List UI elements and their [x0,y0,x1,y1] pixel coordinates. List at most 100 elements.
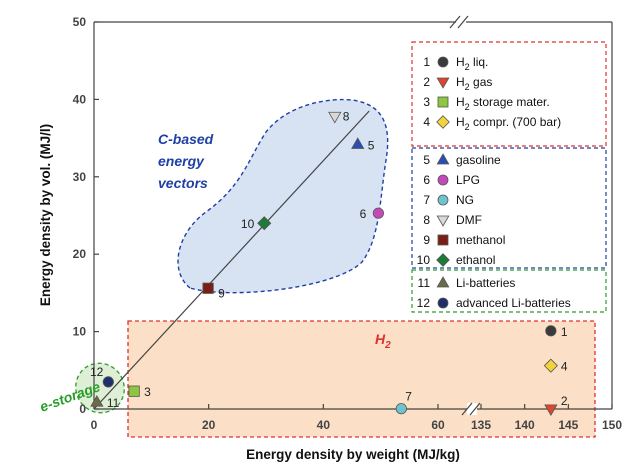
legend-entry-2: 2 H2 gas [423,75,492,92]
marker-3 [128,385,140,397]
trend-line [93,110,370,410]
legend-entry-11: 11 Li-batteries [418,276,516,290]
legend-number: 4 [423,115,430,129]
axis-break-bottom-gap [467,403,477,415]
legend-entry-8: 8 DMF [423,213,482,227]
legend-marker-11 [436,276,450,288]
legend-marker-9 [437,234,449,246]
data-point-6: 6 [360,207,384,221]
point-number-label: 2 [561,394,568,408]
legend-entry-10: 10 ethanol [417,253,496,267]
point-number-label: 8 [343,109,350,123]
y-axis-title: Energy density by vol. (MJ/l) [38,124,53,306]
legend-label: methanol [456,233,505,247]
axis-break-bottom-mark [461,402,473,416]
legend-marker-3 [437,96,449,108]
legend-marker-7 [437,194,449,206]
data-point-8: 8 [328,109,350,124]
legend-entry-9: 9 methanol [423,233,505,247]
legend-marker-8 [436,215,450,227]
point-number-label: 5 [368,138,375,152]
data-point-10: 10 [241,216,272,231]
legend-entry-12: 12 advanced Li-batteries [417,296,571,310]
legend-number: 10 [417,253,431,267]
axis-break-top-mark [457,15,469,29]
legend-number: 5 [423,153,430,167]
legend-label: DMF [456,213,482,227]
legend-label: H2 gas [456,75,492,92]
legend-entry-6: 6 LPG [423,173,480,187]
h2-region [127,320,596,438]
legend-label: gasoline [456,153,501,167]
x-tick-label: 20 [202,418,216,432]
x-tick-label: 145 [558,418,578,432]
legend-number: 1 [423,55,430,69]
point-number-label: 9 [218,286,225,300]
legend-label: ethanol [456,253,495,267]
legend-entry-4: 4 H2 compr. (700 bar) [423,115,561,132]
legend-entry-1: 1 H2 liq. [423,55,488,72]
legend-entry-5: 5 gasoline [423,153,501,167]
y-tick-label: 30 [73,170,87,184]
x-tick-label: 150 [602,418,622,432]
point-number-label: 11 [107,396,120,410]
y-tick-label: 50 [73,15,87,29]
data-point-12: 12 [90,365,114,388]
c-based-label-line1: C-based [158,131,214,147]
axis-break-top-mark [449,15,461,29]
axis-break-bottom-mark [469,402,481,416]
marker-2 [544,404,558,417]
legend-entry-3: 3 H2 storage mater. [423,95,549,112]
marker-6 [372,207,384,219]
x-tick-label: 60 [431,418,445,432]
y-ticks: 0 10 20 30 40 50 [73,15,99,416]
marker-1 [545,325,557,337]
legend-marker-12 [437,297,449,309]
marker-5 [351,137,365,149]
data-point-2: 2 [544,394,568,417]
point-number-label: 3 [144,385,151,399]
data-point-9: 9 [202,282,225,300]
c-based-region [177,98,389,294]
data-point-11: 11 [90,394,120,410]
legend-marker-6 [437,174,449,186]
point-number-label: 4 [561,360,568,374]
marker-9 [202,282,214,294]
data-point-4: 4 [543,358,568,374]
point-number-label: 7 [405,390,412,404]
legend-label: H2 compr. (700 bar) [456,115,561,132]
point-number-label: 10 [241,217,255,231]
legend-entry-7: 7 NG [423,193,474,207]
y-tick-label: 20 [73,247,87,261]
legend-label: advanced Li-batteries [456,296,571,310]
legend-marker-1 [437,56,449,68]
marker-11 [90,394,104,407]
data-point-3: 3 [128,385,151,399]
point-number-label: 6 [360,207,367,221]
y-tick-label: 40 [73,92,87,106]
h2-region-label: H2 [375,331,391,351]
legend-label: LPG [456,173,480,187]
legend-box-c-based [411,147,607,269]
legend: 1 H2 liq. 2 H2 gas 3 H2 storage mater. 4 H2 com… [411,41,607,313]
axis-break-top-gap [456,16,466,28]
legend-number: 8 [423,213,430,227]
legend-label: Li-batteries [456,276,515,290]
point-number-label: 1 [561,325,568,339]
legend-marker-5 [436,153,450,165]
legend-marker-10 [436,253,450,267]
point-number-label: 12 [90,365,104,379]
legend-number: 7 [423,193,430,207]
data-point-5: 5 [351,137,375,152]
e-storage-region [75,362,125,414]
data-point-7: 7 [395,390,412,415]
legend-label: NG [456,193,474,207]
x-tick-label: 40 [317,418,331,432]
legend-number: 2 [423,75,430,89]
y-tick-label: 0 [79,402,86,416]
legend-number: 6 [423,173,430,187]
legend-number: 9 [423,233,430,247]
legend-marker-2 [436,77,450,89]
